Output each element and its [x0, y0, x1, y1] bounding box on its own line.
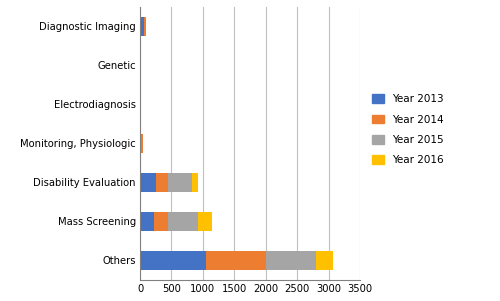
- Bar: [140, 17, 144, 36]
- Bar: [206, 251, 266, 270]
- Bar: [140, 134, 143, 153]
- Bar: [154, 212, 168, 231]
- Bar: [140, 251, 206, 270]
- Bar: [316, 251, 333, 270]
- Bar: [140, 95, 141, 114]
- Bar: [140, 212, 154, 231]
- Bar: [156, 173, 168, 192]
- Bar: [140, 56, 141, 75]
- Bar: [140, 173, 156, 192]
- Bar: [168, 212, 198, 231]
- Legend: Year 2013, Year 2014, Year 2015, Year 2016: Year 2013, Year 2014, Year 2015, Year 20…: [368, 90, 448, 169]
- Bar: [192, 173, 198, 192]
- Bar: [168, 173, 192, 192]
- Bar: [144, 17, 146, 36]
- Bar: [198, 212, 212, 231]
- Bar: [266, 251, 316, 270]
